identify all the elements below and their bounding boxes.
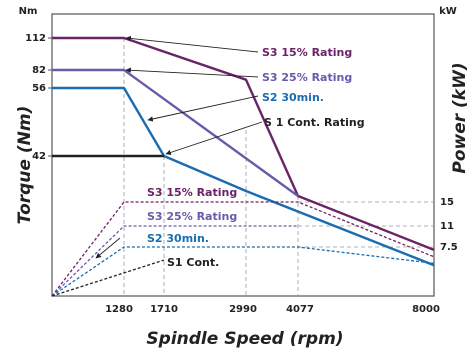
power-curves [51, 201, 435, 297]
label-s2-30-torque: S2 30min. [262, 91, 324, 104]
y-left-tick-82: 82 [32, 65, 46, 76]
torque-line-s2-30min [52, 86, 435, 267]
y-right-tick-15: 15 [440, 197, 454, 208]
y-left-tick-42: 42 [32, 151, 46, 162]
x-tick-2990: 2990 [229, 304, 257, 315]
power-line-s3-15-rating [51, 201, 435, 297]
y-left-ticks: 112 82 56 42 [25, 33, 52, 162]
annotation-arrows [95, 35, 263, 259]
power-line-s3-25-rating [51, 225, 298, 297]
torque-line-s3-25-rating [52, 68, 299, 197]
label-s1-cont-power: S1 Cont. [167, 256, 219, 269]
power-line-s1-cont [51, 259, 165, 297]
x-axis-title: Spindle Speed (rpm) [146, 329, 343, 349]
torque-curves [52, 36, 435, 267]
label-s3-15-power: S3 15% Rating [147, 186, 237, 199]
label-s3-15-torque: S3 15% Rating [262, 46, 352, 59]
y-left-tick-112: 112 [25, 33, 46, 44]
label-s3-25-torque: S3 25% Rating [262, 71, 352, 84]
y-right-ticks: 15 11 7.5 [440, 197, 458, 253]
y-left-unit: Nm [19, 6, 38, 17]
y-right-tick-7.5: 7.5 [440, 242, 458, 253]
y-right-unit: kW [439, 6, 457, 17]
y-right-tick-11: 11 [440, 221, 454, 232]
label-s3-25-power: S3 25% Rating [147, 210, 237, 223]
x-tick-1710: 1710 [150, 304, 178, 315]
x-ticks: 1280 1710 2990 4077 8000 [105, 304, 440, 315]
label-s2-30-power: S2 30min. [147, 232, 209, 245]
power-line-s2-30min [51, 246, 435, 297]
label-s1-cont-torque: S 1 Cont. Rating [264, 116, 365, 129]
y-right-axis-title: Power (kW) [450, 62, 470, 173]
x-tick-1280: 1280 [105, 304, 133, 315]
y-left-axis-title: Torque (Nm) [15, 106, 35, 225]
y-left-tick-56: 56 [32, 83, 46, 94]
torque-line-s3-15-rating [52, 36, 435, 251]
x-tick-8000: 8000 [412, 304, 440, 315]
x-tick-4077: 4077 [286, 304, 314, 315]
